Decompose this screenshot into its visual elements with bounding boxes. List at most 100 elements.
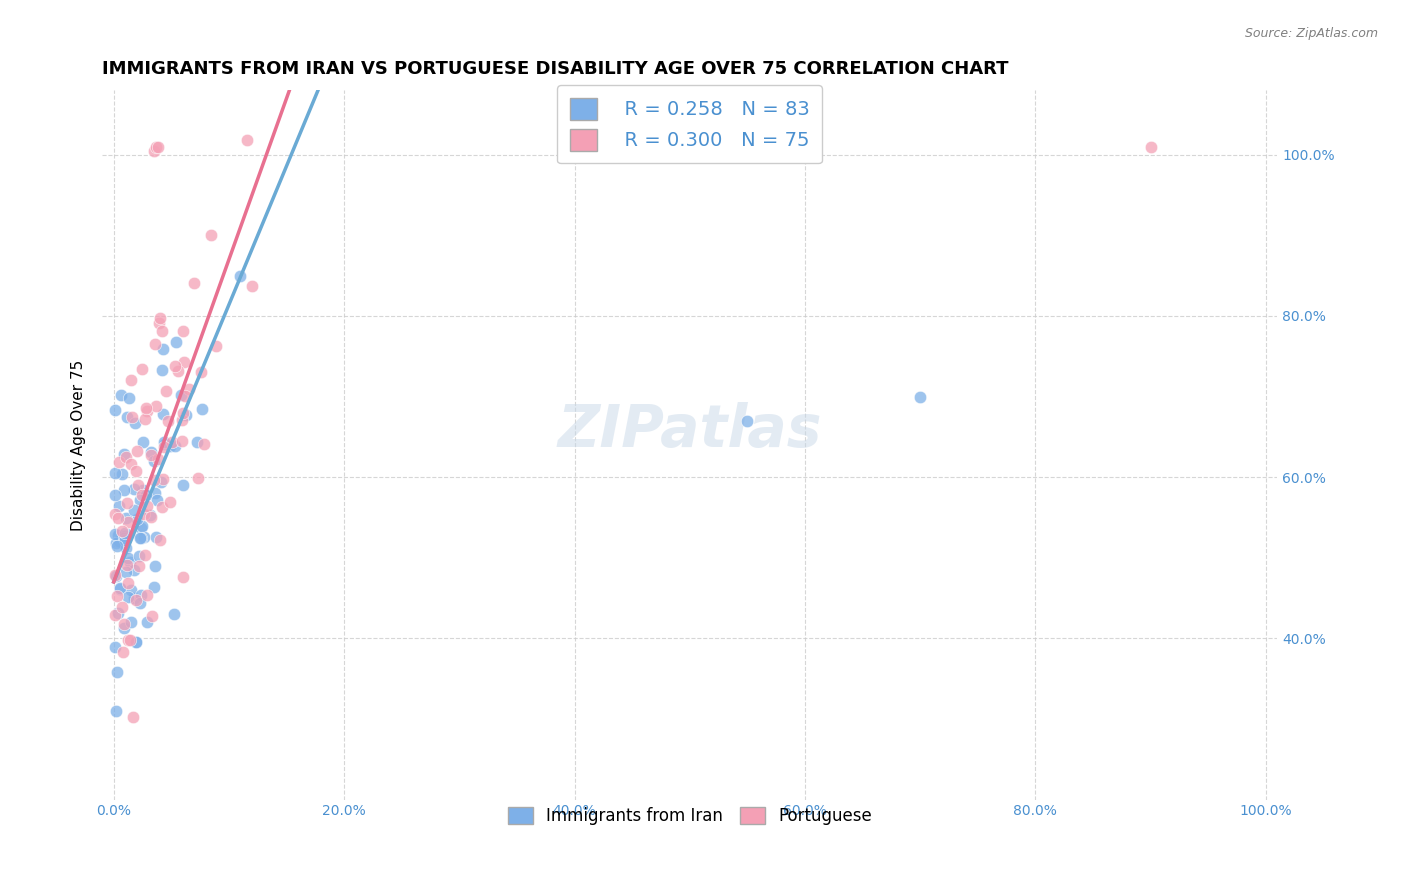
Point (115, 450, 138, 465)
Point (131, 487, 153, 501)
Point (114, 533, 136, 548)
Point (110, 388, 132, 402)
Point (146, 139, 169, 153)
Point (159, 495, 181, 509)
Point (148, 316, 170, 330)
Point (139, 445, 162, 459)
Point (111, 645, 134, 659)
Point (122, 710, 145, 724)
Point (136, 403, 159, 417)
Point (163, 439, 186, 453)
Point (117, 515, 139, 529)
Point (136, 615, 159, 629)
Point (135, 401, 157, 415)
Point (117, 550, 139, 565)
Point (155, 384, 177, 399)
Point (112, 447, 135, 461)
Point (152, 407, 174, 421)
Point (105, 569, 128, 583)
Point (120, 457, 142, 471)
Point (173, 355, 195, 369)
Point (1139, 139, 1161, 153)
Point (190, 365, 212, 379)
Point (131, 483, 153, 497)
Point (143, 454, 166, 468)
Point (105, 589, 128, 603)
Point (166, 364, 188, 378)
Point (187, 471, 209, 485)
Point (115, 565, 138, 579)
Point (122, 591, 145, 606)
Point (131, 362, 153, 376)
Point (145, 530, 167, 544)
Point (132, 434, 155, 449)
Point (125, 635, 148, 649)
Point (115, 510, 138, 524)
Point (117, 558, 139, 573)
Point (142, 473, 165, 487)
Point (117, 576, 139, 591)
Point (108, 499, 131, 513)
Point (193, 437, 215, 451)
Point (128, 559, 150, 574)
Point (908, 390, 931, 404)
Point (105, 665, 128, 679)
Point (104, 526, 127, 541)
Point (165, 334, 187, 349)
Point (115, 410, 138, 425)
Point (104, 507, 127, 521)
Point (240, 278, 263, 293)
Point (132, 508, 155, 522)
Point (105, 536, 128, 550)
Point (129, 521, 152, 535)
Point (163, 607, 186, 621)
Point (134, 548, 156, 562)
Point (112, 617, 135, 632)
Point (170, 388, 193, 402)
Point (125, 444, 148, 458)
Point (108, 582, 131, 596)
Point (121, 409, 143, 424)
Point (191, 401, 214, 416)
Y-axis label: Disability Age Over 75: Disability Age Over 75 (72, 359, 86, 531)
Point (132, 530, 155, 544)
Point (143, 558, 166, 573)
Point (105, 539, 128, 553)
Point (173, 388, 195, 402)
Point (170, 413, 193, 427)
Point (128, 549, 150, 563)
Point (124, 563, 146, 577)
Point (135, 499, 157, 513)
Point (148, 452, 170, 467)
Point (139, 508, 162, 523)
Point (111, 600, 134, 615)
Point (170, 434, 193, 448)
Point (156, 414, 179, 428)
Point (141, 448, 163, 462)
Point (143, 337, 166, 351)
Point (150, 362, 173, 376)
Legend: Immigrants from Iran, Portuguese: Immigrants from Iran, Portuguese (499, 799, 880, 834)
Point (115, 541, 138, 556)
Point (120, 373, 142, 387)
Point (153, 434, 176, 449)
Point (129, 531, 152, 545)
Point (141, 608, 163, 623)
Point (117, 633, 139, 648)
Point (174, 409, 197, 423)
Point (150, 324, 173, 338)
Point (114, 525, 136, 540)
Point (120, 582, 142, 597)
Point (142, 580, 165, 594)
Point (143, 486, 166, 500)
Point (108, 534, 131, 549)
Point (143, 144, 166, 158)
Text: IMMIGRANTS FROM IRAN VS PORTUGUESE DISABILITY AGE OVER 75 CORRELATION CHART: IMMIGRANTS FROM IRAN VS PORTUGUESE DISAB… (103, 60, 1008, 78)
Point (153, 441, 176, 455)
Text: Source: ZipAtlas.com: Source: ZipAtlas.com (1244, 27, 1378, 40)
Point (125, 635, 148, 649)
Point (120, 615, 142, 629)
Point (124, 483, 146, 497)
Point (149, 533, 172, 547)
Point (104, 403, 127, 417)
